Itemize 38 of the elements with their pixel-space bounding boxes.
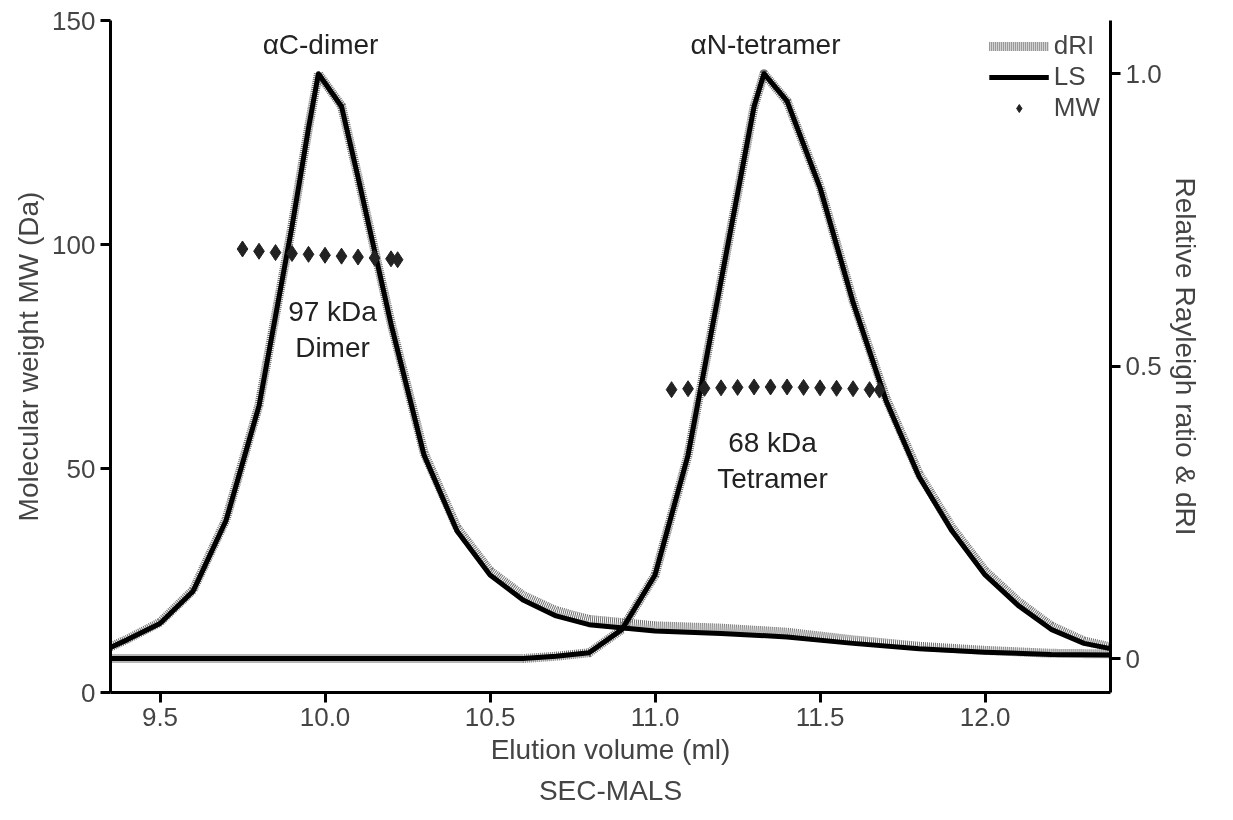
x-tick-label: 9.5 — [141, 701, 179, 732]
x-tick-label: 11.5 — [795, 701, 845, 732]
annotation: 68 kDa Tetramer — [717, 427, 828, 494]
y2-axis-title: Relative Rayleigh ratio & dRI — [1169, 177, 1201, 536]
legend-label: LS — [1053, 61, 1086, 92]
point — [764, 378, 777, 396]
x-axis-title: Elution volume (ml) — [490, 733, 731, 765]
legend-label: dRI — [1053, 30, 1095, 61]
point — [863, 381, 876, 399]
point — [368, 249, 381, 267]
x-tick-label: 11.0 — [630, 701, 680, 732]
y-tick-label: 150 — [52, 5, 96, 36]
point — [302, 245, 315, 263]
point — [391, 251, 404, 269]
point — [269, 244, 282, 262]
annotation: αN-tetramer — [690, 28, 841, 60]
point — [797, 378, 810, 396]
point — [873, 381, 886, 399]
annotation: αC-dimer — [262, 28, 379, 60]
point — [665, 381, 678, 399]
y-tick-label: 50 — [66, 453, 96, 484]
point — [335, 247, 348, 265]
x-tick-label: 12.0 — [959, 701, 1011, 732]
point — [830, 379, 843, 397]
y2-tick-label: 0.5 — [1125, 351, 1162, 382]
x-tick-label: 10.5 — [464, 701, 516, 732]
point — [698, 379, 711, 397]
y2-tick-label: 1.0 — [1125, 58, 1162, 89]
text: SEC-MALS — [538, 774, 683, 806]
y-tick-label: 100 — [52, 229, 96, 260]
point — [731, 378, 744, 396]
annotation: 97 kDa Dimer — [288, 296, 378, 363]
legend-label: MW — [1053, 92, 1100, 123]
y2-tick-label: 0 — [1125, 643, 1140, 674]
point — [236, 240, 249, 258]
x-tick-label: 10.0 — [299, 701, 351, 732]
y-axis-title: Molecular weight MW (Da) — [13, 191, 45, 522]
y-tick-label: 0 — [81, 677, 96, 708]
